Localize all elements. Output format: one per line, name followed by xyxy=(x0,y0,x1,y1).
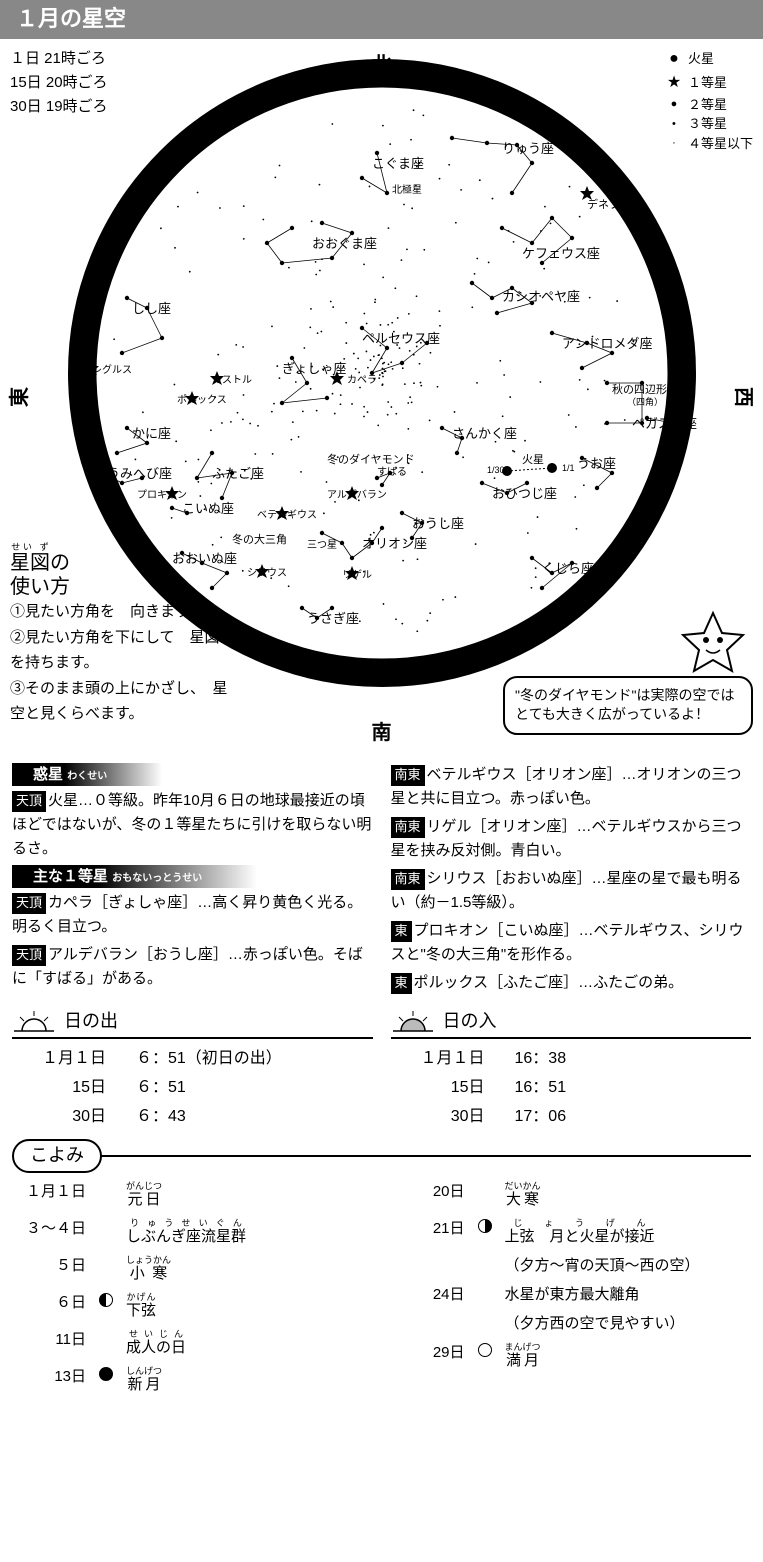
calendar-left: １月１日元日がんじつ ３～４日しぶんぎ座流星群りゅうせいぐん ５日小寒しょうかん ６日… xyxy=(12,1181,373,1403)
dir-east: 東 xyxy=(6,387,34,407)
svg-text:リゲル: リゲル xyxy=(342,569,372,581)
calendar-right: 20日大寒だいかん 21日上弦 月と火星が接近じょうげん （夕方～宵の天頂～西の空）… xyxy=(391,1181,752,1403)
svg-text:かに座: かに座 xyxy=(132,426,171,441)
dir-north: 北 xyxy=(372,51,392,79)
svg-text:おおぐま座: おおぐま座 xyxy=(312,236,377,251)
mascot-area: "冬のダイヤモンド"は実際の空ではとても大きく広がっているよ！ xyxy=(503,676,753,735)
info-item: 天頂アルデバラン［おうし座］…赤っぽい色。そばに「すばる」がある。 xyxy=(12,943,373,991)
calendar-row: 13日新月しんげつ xyxy=(12,1366,373,1395)
svg-text:三つ星: 三つ星 xyxy=(307,539,337,551)
sunset-table: １月１日16：3815日16：5130日17：06 xyxy=(391,1045,752,1131)
calendar-row: 29日満月まんげつ xyxy=(391,1342,752,1371)
star-mascot-icon xyxy=(678,608,748,678)
calendar-title: こよみ xyxy=(12,1139,102,1172)
svg-text:1/1: 1/1 xyxy=(562,463,575,473)
svg-text:アンドロメダ座: アンドロメダ座 xyxy=(562,336,652,351)
observe-times: １日 21時ごろ 15日 20時ごろ 30日 19時ごろ xyxy=(10,47,108,119)
legend: ●火星★１等星●２等星•３等星·４等星以下 xyxy=(666,47,753,154)
time-row: １日 21時ごろ xyxy=(10,47,108,71)
svg-text:ふたご座: ふたご座 xyxy=(212,466,264,481)
info-item: 天頂火星…０等級。昨年10月６日の地球最接近の頃ほどではないが、冬の１等星たちに… xyxy=(12,789,373,861)
svg-text:こぐま座: こぐま座 xyxy=(372,156,424,171)
calendar-row: 21日上弦 月と火星が接近じょうげん xyxy=(391,1218,752,1247)
calendar-row: ５日小寒しょうかん xyxy=(12,1255,373,1284)
info-item: 南東シリウス［おおいぬ座］…星座の星で最も明るい（約－1.5等級）。 xyxy=(391,867,752,915)
svg-text:オリオン座: オリオン座 xyxy=(362,536,427,551)
svg-text:北極星: 北極星 xyxy=(392,183,422,196)
calendar-row: 11日成人の日せいじん xyxy=(12,1329,373,1358)
svg-text:（四角）: （四角） xyxy=(627,396,663,407)
svg-text:うお座: うお座 xyxy=(577,456,616,471)
info-item: 東ポルックス［ふたご座］…ふたごの弟。 xyxy=(391,971,752,995)
info-item: 天頂カペラ［ぎょしゃ座］…高く昇り黄色く光る。明るく目立つ。 xyxy=(12,891,373,939)
svg-text:ポルックス: ポルックス xyxy=(177,394,227,406)
time-row: 30日 19時ごろ xyxy=(10,95,108,119)
planets-heading: 惑星 わくせい xyxy=(12,763,162,786)
svg-text:ペルセウス座: ペルセウス座 xyxy=(362,331,440,346)
svg-text:りゅう座: りゅう座 xyxy=(502,141,554,156)
page-title: １月の星空 xyxy=(0,0,763,39)
svg-text:しし座: しし座 xyxy=(132,301,171,316)
svg-text:冬の大三角: 冬の大三角 xyxy=(232,532,287,546)
dir-south: 南 xyxy=(372,719,392,747)
svg-text:ベテルギウス: ベテルギウス xyxy=(257,509,317,521)
time-row: 15日 20時ごろ xyxy=(10,71,108,95)
svg-text:冬のダイヤモンド: 冬のダイヤモンド xyxy=(327,452,415,466)
svg-text:プロキオン: プロキオン xyxy=(137,489,187,501)
usage-step: ②見たい方角を下にして 星図を持ちます。 xyxy=(10,625,230,676)
info-right: 南東ベテルギウス［オリオン座］…オリオンの三つ星と共に目立つ。赤っぽい色。南東リ… xyxy=(391,763,752,999)
info-item: 東プロキオン［こいぬ座］…ベテルギウス、シリウスと"冬の大三角"を形作る。 xyxy=(391,919,752,967)
svg-text:ケフェウス座: ケフェウス座 xyxy=(522,246,600,261)
svg-text:秋の四辺形: 秋の四辺形 xyxy=(612,382,667,396)
calendar-row: （夕方西の空で見やすい） xyxy=(391,1313,752,1334)
svg-text:シリウス: シリウス xyxy=(247,567,287,579)
svg-text:うさぎ座: うさぎ座 xyxy=(307,611,359,626)
usage-title: 星図せい ずの使い方 xyxy=(10,542,230,599)
calendar-row: （夕方～宵の天頂～西の空） xyxy=(391,1255,752,1276)
svg-text:ぎょしゃ座: ぎょしゃ座 xyxy=(282,361,346,376)
stars-heading: 主な１等星 おもないっとうせい xyxy=(12,865,257,888)
sunrise-label: 日の出 xyxy=(64,1009,118,1034)
svg-text:デネブ: デネブ xyxy=(587,197,620,211)
svg-text:くじら座: くじら座 xyxy=(542,561,594,576)
calendar-row: 20日大寒だいかん xyxy=(391,1181,752,1210)
sunrise-table: １月１日６：51（初日の出）15日６：5130日６：43 xyxy=(12,1045,373,1131)
calendar-row: １月１日元日がんじつ xyxy=(12,1181,373,1210)
svg-text:カシオペヤ座: カシオペヤ座 xyxy=(502,289,580,304)
calendar: こよみ １月１日元日がんじつ ３～４日しぶんぎ座流星群りゅうせいぐん ５日小寒しょう… xyxy=(0,1131,763,1422)
info-item: 南東リゲル［オリオン座］…ベテルギウスから三つ星を挟み反対側。青白い。 xyxy=(391,815,752,863)
sun-times: 日の出 １月１日６：51（初日の出）15日６：5130日６：43 日の入 １月１… xyxy=(0,1009,763,1132)
svg-text:こいぬ座: こいぬ座 xyxy=(182,501,234,516)
svg-text:アルデバラン: アルデバラン xyxy=(327,488,387,501)
top-area: １日 21時ごろ 15日 20時ごろ 30日 19時ごろ ●火星★１等星●２等星… xyxy=(0,47,763,747)
usage-box: 星図せい ずの使い方 ①見たい方角を 向きます。 ②見たい方角を下にして 星図を… xyxy=(10,542,230,727)
svg-text:火星: 火星 xyxy=(522,453,544,466)
svg-text:カストル: カストル xyxy=(212,374,252,386)
info-item: 南東ベテルギウス［オリオン座］…オリオンの三つ星と共に目立つ。赤っぽい色。 xyxy=(391,763,752,811)
calendar-row: 24日水星が東方最大離角 xyxy=(391,1284,752,1305)
svg-text:ペガスス座: ペガスス座 xyxy=(632,416,697,431)
svg-text:うみへび座: うみへび座 xyxy=(107,466,172,481)
sunrise-icon xyxy=(12,1009,56,1033)
info-columns: 惑星 わくせい 天頂火星…０等級。昨年10月６日の地球最接近の頃ほどではないが、… xyxy=(0,747,763,1009)
svg-text:おひつじ座: おひつじ座 xyxy=(492,486,557,501)
usage-step: ③そのまま頭の上にかざし、 星空と見くらべます。 xyxy=(10,676,230,727)
calendar-row: ６日下弦かげん xyxy=(12,1292,373,1321)
sunrise-col: 日の出 １月１日６：51（初日の出）15日６：5130日６：43 xyxy=(12,1009,373,1132)
dir-west: 西 xyxy=(729,387,757,407)
svg-text:カペラ: カペラ xyxy=(347,374,377,386)
calendar-row: ３～４日しぶんぎ座流星群りゅうせいぐん xyxy=(12,1218,373,1247)
sunset-label: 日の入 xyxy=(443,1009,497,1034)
svg-text:すばる: すばる xyxy=(377,466,407,478)
sunset-icon xyxy=(391,1009,435,1033)
usage-step: ①見たい方角を 向きます。 xyxy=(10,599,230,625)
svg-text:1/30: 1/30 xyxy=(487,465,505,475)
info-left: 惑星 わくせい 天頂火星…０等級。昨年10月６日の地球最接近の頃ほどではないが、… xyxy=(12,763,373,999)
speech-bubble: "冬のダイヤモンド"は実際の空ではとても大きく広がっているよ！ xyxy=(503,676,753,735)
svg-text:おうし座: おうし座 xyxy=(412,516,464,531)
svg-text:レグルス: レグルス xyxy=(92,363,132,376)
svg-text:さんかく座: さんかく座 xyxy=(452,426,517,441)
sunset-col: 日の入 １月１日16：3815日16：5130日17：06 xyxy=(391,1009,752,1132)
